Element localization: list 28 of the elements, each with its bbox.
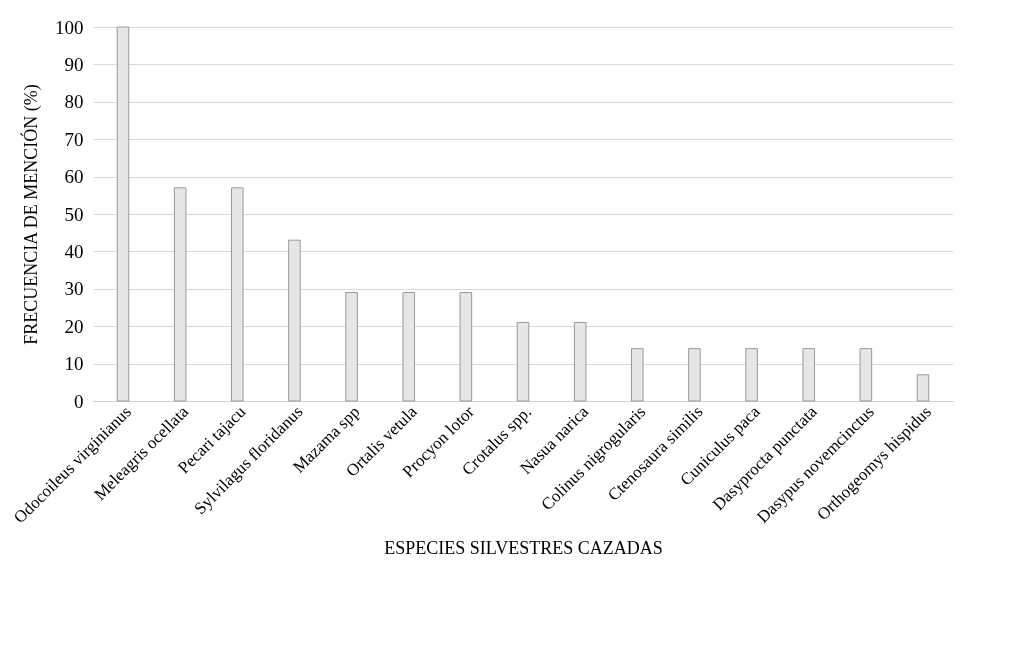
bar xyxy=(173,187,187,402)
bar xyxy=(859,348,873,402)
y-tick-label: 30 xyxy=(64,278,84,300)
y-tick-label: 0 xyxy=(74,390,84,412)
y-tick-label: 10 xyxy=(64,353,84,375)
y-tick-label: 70 xyxy=(64,128,84,150)
y-tick-label: 20 xyxy=(64,315,84,337)
bar xyxy=(745,348,758,402)
bar xyxy=(288,239,301,402)
bar xyxy=(573,321,587,402)
y-tick-label: 50 xyxy=(64,203,84,225)
y-tick-label: 60 xyxy=(64,166,84,188)
bar xyxy=(688,348,701,402)
bar xyxy=(802,348,815,402)
bar xyxy=(116,26,130,402)
bar xyxy=(916,374,930,402)
bar xyxy=(631,348,644,402)
y-tick-label: 40 xyxy=(64,240,84,262)
bar xyxy=(516,321,530,402)
y-tick-label: 80 xyxy=(64,91,84,113)
bar xyxy=(402,292,415,402)
y-tick-label: 90 xyxy=(64,53,84,75)
y-tick-label: 100 xyxy=(55,16,84,38)
bar xyxy=(459,292,473,402)
x-axis-title: ESPECIES SILVESTRES CAZADAS xyxy=(384,538,663,559)
bar xyxy=(345,292,358,402)
bar xyxy=(231,187,244,402)
y-axis-title: FRECUENCIA DE MENCIÓN (%) xyxy=(20,84,42,345)
